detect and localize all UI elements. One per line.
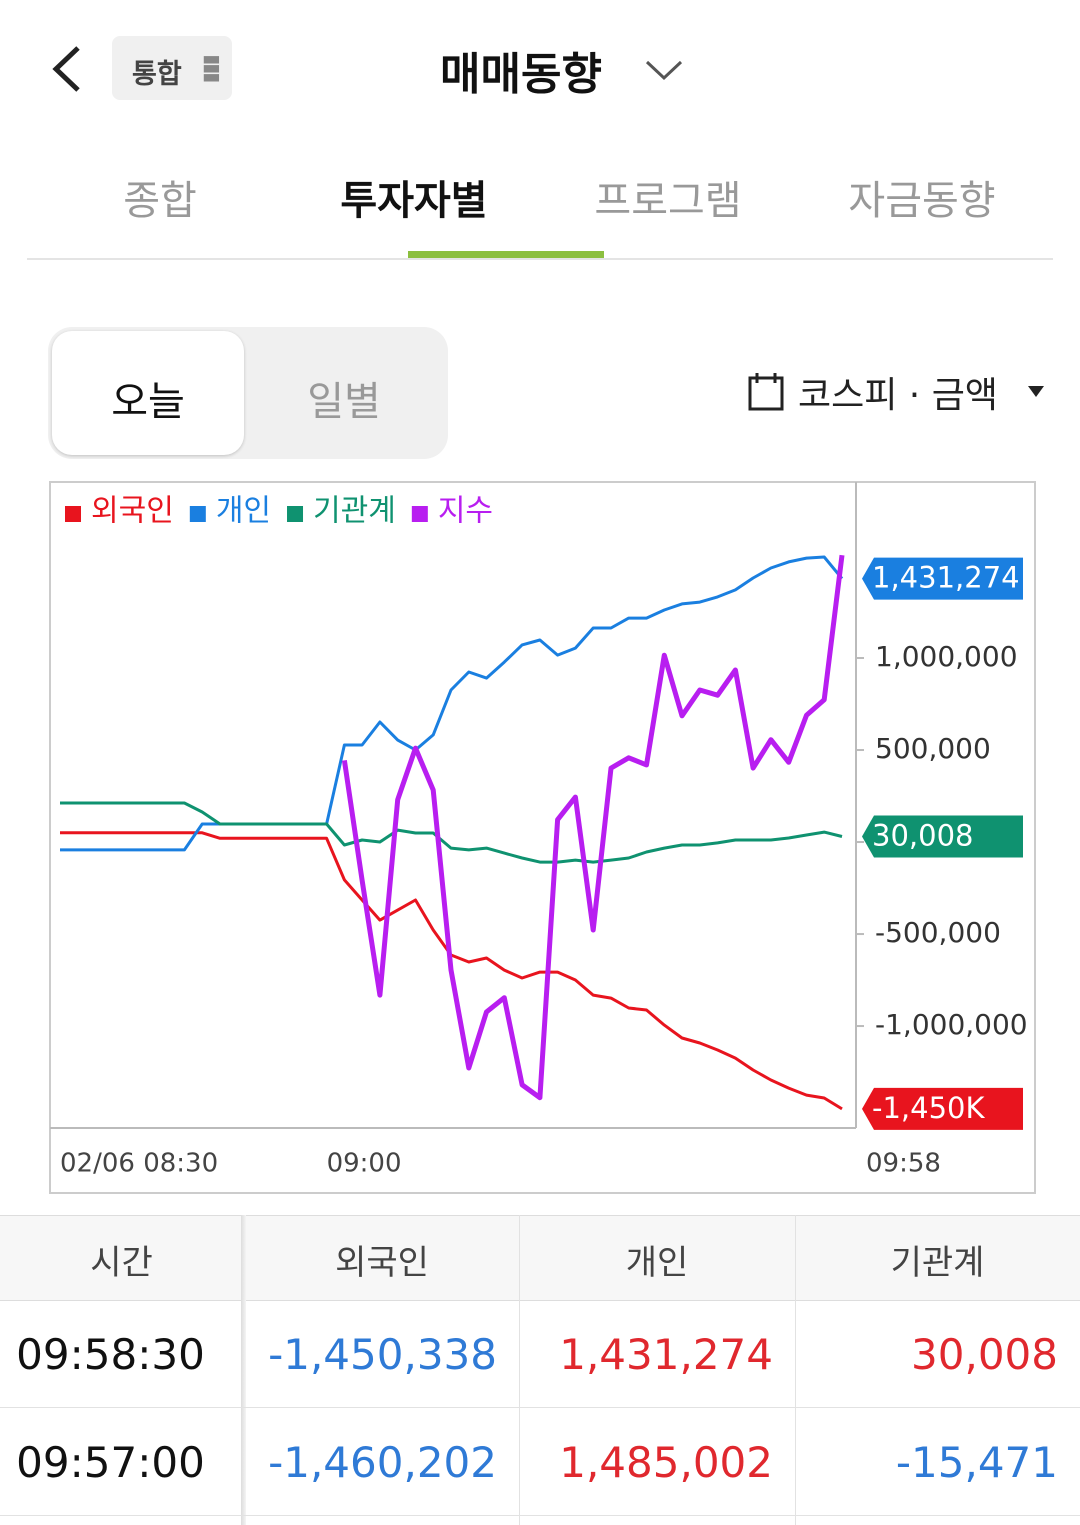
table-header-bg [0, 1215, 1080, 1301]
data-table: 시간 외국인 개인 기관계 09:58:30 -1,450,338 1,431,274 30,… [0, 1215, 1080, 1525]
column-divider [519, 1215, 520, 1525]
column-divider [795, 1215, 796, 1525]
chip-label: 통합 [132, 59, 182, 90]
market-selector-label: 코스피 · 금액 [798, 375, 998, 416]
end-tag [862, 557, 1023, 600]
row-divider [0, 1407, 1080, 1408]
toggle-option[interactable]: 일별 [248, 331, 440, 455]
table-cell: 30,008 [911, 1330, 1058, 1379]
series-line [60, 555, 844, 852]
table-cell: -1,450,338 [268, 1330, 497, 1379]
end-tag-label: -1,450K [872, 1091, 985, 1125]
legend-swatch [65, 506, 81, 522]
table-cell: -1,460,202 [268, 1438, 497, 1487]
tab[interactable]: 자금동향 [848, 178, 996, 224]
legend-label: 외국인 [91, 494, 174, 529]
column-divider [241, 1215, 246, 1525]
table-cell: 09:58:30 [16, 1330, 205, 1379]
legend-swatch [287, 506, 304, 522]
end-tag-label: 1,431,274 [872, 561, 1020, 595]
x-tick-label: 09:58 [866, 1149, 941, 1179]
row-divider [0, 1515, 1080, 1516]
end-tag [862, 815, 1023, 858]
table-cell: 1,431,274 [559, 1330, 773, 1379]
chart-frame [49, 481, 1036, 1194]
table-cell: 1,485,002 [559, 1438, 773, 1487]
column-header: 시간 [90, 1243, 153, 1283]
selector-arrow[interactable] [1028, 386, 1044, 397]
chip-icon: ▬ ▬ ▬ [202, 46, 221, 88]
toggle-option[interactable]: 오늘 [52, 331, 244, 455]
toggle-label: 오늘 [111, 379, 185, 425]
calendar-icon [748, 373, 784, 411]
tab[interactable]: 프로그램 [594, 178, 742, 224]
chip[interactable]: 통합 ▬ ▬ ▬ [112, 36, 232, 100]
x-tick-label: 02/06 08:30 [60, 1149, 218, 1179]
series-line [341, 554, 845, 1101]
column-header: 개인 [625, 1243, 689, 1283]
back-button[interactable] [52, 46, 80, 92]
tab[interactable]: 종합 [123, 178, 197, 224]
market-selector[interactable]: 코스피 · 금액 [798, 366, 998, 418]
legend-label: 개인 [216, 494, 271, 529]
y-tick-label: 1,000,000 [875, 640, 1018, 673]
table-cell: 09:57:00 [16, 1438, 205, 1487]
x-tick-label: 09:00 [327, 1149, 402, 1179]
series-line [60, 801, 843, 864]
y-tick-label: -1,000,000 [875, 1008, 1028, 1041]
toggle-label: 일별 [307, 379, 381, 425]
y-tick-label: -500,000 [875, 916, 1001, 949]
table-cell: -15,471 [895, 1438, 1058, 1487]
legend-label: 지수 [438, 494, 493, 529]
column-header: 기관계 [890, 1243, 985, 1283]
y-tick-label: 500,000 [875, 732, 991, 765]
end-tag [862, 1087, 1023, 1130]
period-toggle: 오늘 일별 [48, 327, 448, 459]
page-title: 매매동향 [336, 38, 706, 102]
column-header: 외국인 [335, 1243, 429, 1283]
tab-indicator [408, 251, 604, 258]
legend-swatch [411, 506, 428, 522]
title-dropdown[interactable] [645, 60, 683, 81]
legend-swatch [189, 506, 206, 522]
page-title-text: 매매동향 [440, 49, 602, 100]
tab[interactable]: 투자자별 [340, 178, 488, 224]
end-tag-label: 30,008 [872, 819, 973, 853]
legend-label: 기관계 [313, 494, 396, 529]
